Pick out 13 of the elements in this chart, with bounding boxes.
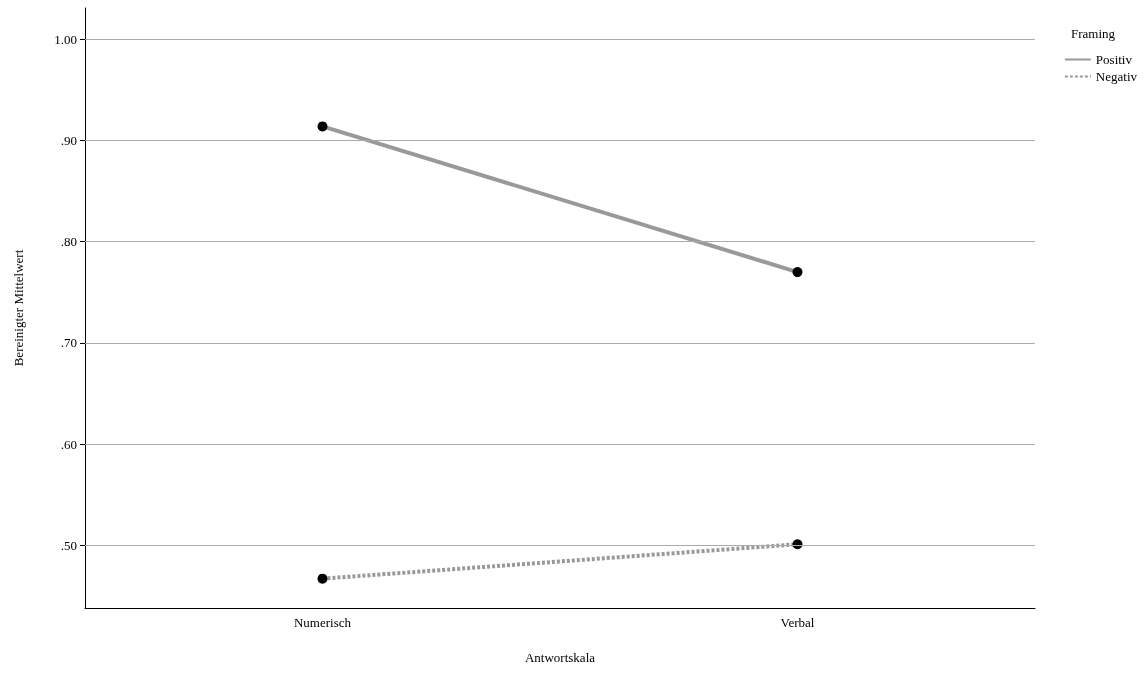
y-tick-label: 1.00 xyxy=(54,31,77,47)
y-axis-title: Bereinigter Mittelwert xyxy=(11,249,26,367)
y-tick-label: .70 xyxy=(60,335,77,351)
legend-label: Positiv xyxy=(1095,52,1133,67)
x-tick-label: Verbal xyxy=(780,615,815,630)
y-tick-label: .80 xyxy=(60,234,77,250)
x-axis-title: Antwortskala xyxy=(524,650,596,665)
legend-label: Negativ xyxy=(1095,69,1138,84)
y-tick-label: .50 xyxy=(60,537,77,553)
legend-title: Framing xyxy=(1070,26,1116,41)
y-tick-label: .90 xyxy=(60,133,77,149)
x-tick-label: Numerisch xyxy=(293,615,352,630)
y-tick-label: .60 xyxy=(60,436,77,452)
